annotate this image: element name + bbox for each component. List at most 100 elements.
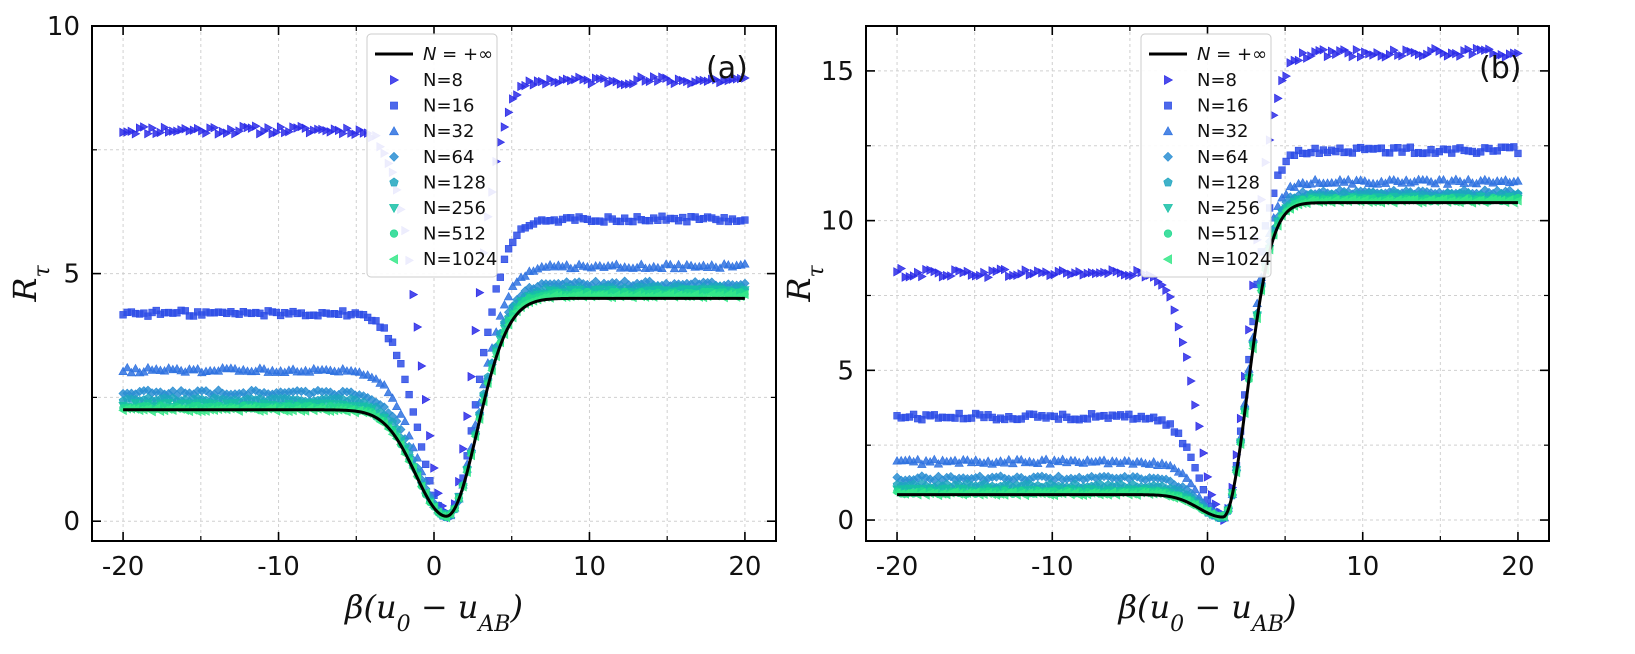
data-point — [152, 128, 162, 139]
data-point — [520, 271, 530, 280]
data-point — [716, 77, 725, 88]
data-point — [1352, 45, 1362, 55]
data-point — [488, 308, 496, 316]
data-point — [521, 80, 531, 91]
data-point — [1348, 51, 1358, 62]
data-point — [189, 312, 198, 320]
legend-box — [366, 33, 498, 278]
data-point — [492, 285, 500, 293]
x-tick-label: -10 — [257, 552, 299, 582]
data-point — [343, 123, 352, 134]
data-point — [223, 128, 232, 138]
data-point — [600, 218, 608, 226]
legend-marker — [389, 177, 399, 187]
x-tick-label: 0 — [1199, 552, 1216, 582]
legend-marker — [1163, 151, 1173, 162]
data-point — [972, 271, 981, 281]
data-point — [629, 79, 638, 89]
legend-marker — [1164, 101, 1172, 110]
data-point — [691, 77, 700, 87]
data-point — [1278, 75, 1287, 86]
data-point — [1385, 49, 1395, 60]
y-tick-label: 5 — [63, 260, 80, 290]
data-point — [658, 212, 666, 220]
data-point — [741, 216, 749, 224]
data-point — [1042, 267, 1051, 277]
data-point — [980, 267, 989, 278]
data-point — [732, 74, 742, 84]
data-point — [1385, 149, 1394, 157]
data-point — [371, 374, 381, 383]
data-point — [1348, 149, 1357, 157]
legend-label: N=1024 — [423, 249, 497, 270]
data-point — [1129, 270, 1138, 281]
legend-label: N=64 — [423, 147, 474, 168]
data-point — [1398, 148, 1406, 156]
data-point — [1343, 174, 1353, 184]
data-point — [130, 363, 141, 373]
data-point — [235, 126, 244, 136]
data-point — [148, 123, 157, 133]
data-point — [592, 73, 601, 83]
data-point — [967, 414, 976, 422]
data-point — [397, 360, 405, 368]
legend-label: N=512 — [1197, 224, 1260, 245]
data-point — [1270, 110, 1279, 120]
data-point — [264, 123, 273, 133]
data-point — [951, 414, 959, 422]
legend: N = +∞ N=8 N=16 N=32 N=64 N=128 N=256 N=512 N=10… — [1140, 33, 1272, 278]
data-point — [1464, 44, 1474, 55]
x-tick-label: -20 — [102, 552, 144, 582]
data-point — [914, 267, 923, 278]
data-point — [156, 127, 166, 138]
data-point — [1431, 43, 1440, 54]
y-tick-label: 0 — [63, 507, 80, 537]
data-point — [1299, 48, 1308, 58]
data-point — [1195, 474, 1203, 482]
data-point — [401, 375, 409, 384]
legend-label: N=256 — [423, 198, 486, 219]
data-point — [1328, 46, 1337, 56]
data-point — [181, 307, 189, 315]
data-point — [930, 266, 940, 277]
data-point — [1041, 454, 1051, 463]
data-point — [712, 74, 721, 85]
data-point — [127, 126, 137, 137]
data-point — [475, 287, 485, 298]
data-point — [1406, 46, 1416, 57]
x-tick-label: 10 — [1346, 552, 1379, 582]
data-point — [546, 74, 555, 85]
data-point — [495, 311, 506, 320]
data-point — [1249, 280, 1258, 291]
data-point — [1303, 53, 1312, 63]
data-point — [210, 122, 220, 133]
data-point — [400, 416, 410, 425]
data-point — [1365, 49, 1374, 59]
data-point — [496, 273, 504, 281]
data-point — [1108, 265, 1118, 275]
legend-label: N=128 — [423, 172, 486, 193]
data-point — [202, 128, 211, 138]
legend-label: N = +∞ — [423, 44, 493, 65]
data-point — [1203, 472, 1213, 482]
data-point — [1497, 50, 1507, 60]
data-point — [665, 259, 676, 269]
legend-label: N=128 — [1197, 172, 1260, 193]
data-point — [1274, 171, 1282, 179]
data-point — [1414, 49, 1424, 60]
data-point — [1232, 450, 1242, 460]
data-point — [383, 387, 394, 397]
data-point — [1278, 166, 1286, 174]
data-point — [256, 128, 265, 139]
data-point — [1435, 46, 1445, 56]
data-point — [1187, 376, 1196, 386]
data-point — [1158, 416, 1166, 424]
legend-marker — [389, 151, 399, 162]
data-point — [1344, 48, 1354, 58]
legend-label: N=8 — [423, 70, 463, 91]
data-point — [1191, 400, 1200, 410]
data-point — [616, 79, 626, 89]
data-point — [959, 267, 969, 278]
data-point — [119, 127, 128, 138]
data-point — [504, 245, 513, 253]
